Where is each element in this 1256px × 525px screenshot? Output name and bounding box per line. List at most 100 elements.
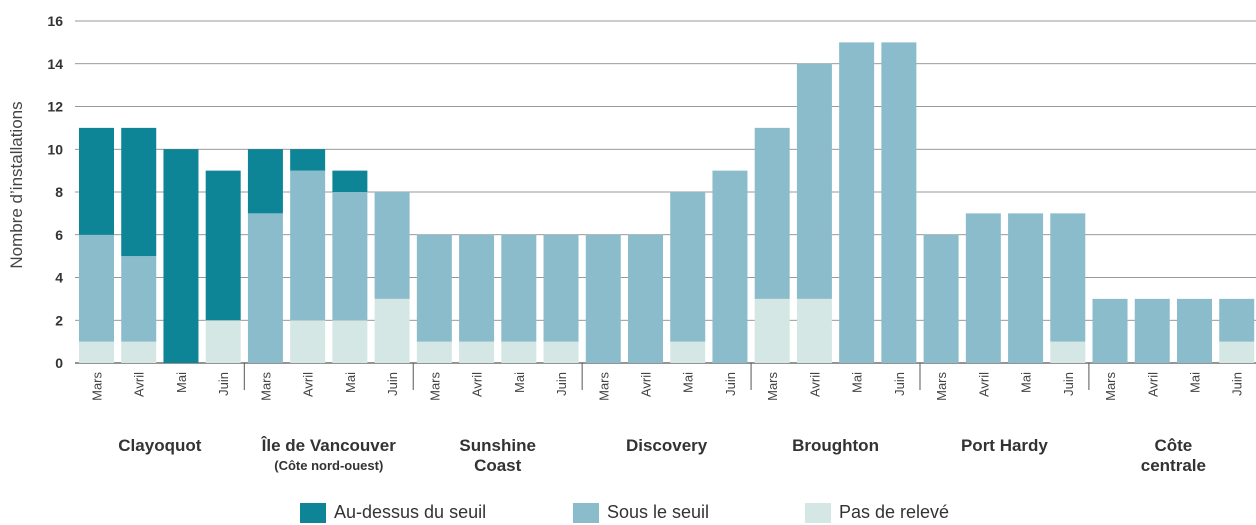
- x-tick-label: Mai: [1019, 372, 1034, 393]
- bar-segment: [712, 170, 748, 363]
- bar-segment: [205, 170, 241, 321]
- bar-segment: [796, 63, 832, 299]
- x-tick-label: Mai: [850, 372, 865, 393]
- x-tick-label: Avril: [470, 372, 485, 397]
- x-tick-label: Avril: [132, 372, 147, 397]
- x-tick-label: Juin: [1230, 372, 1245, 396]
- bar-segment: [290, 320, 326, 363]
- group-label: Côte: [1154, 436, 1192, 455]
- bar-segment: [1176, 298, 1212, 363]
- bar-segment: [374, 192, 410, 299]
- bar-segment: [290, 170, 326, 321]
- bar-segment: [79, 341, 114, 363]
- bar-segment: [1050, 213, 1086, 342]
- x-tick-label: Mai: [512, 372, 527, 393]
- bar-segment: [501, 234, 537, 342]
- x-tick-label: Mai: [1187, 372, 1202, 393]
- x-tick-label: Mars: [1103, 372, 1118, 401]
- bar-segment: [1050, 341, 1086, 363]
- group-label: Port Hardy: [961, 436, 1048, 455]
- group-sublabel: (Côte nord-ouest): [274, 458, 383, 473]
- bar-segment: [459, 234, 495, 342]
- legend-swatch-below: [573, 502, 599, 523]
- x-tick-label: Mai: [343, 372, 358, 393]
- bar-segment: [290, 149, 326, 171]
- bar-segment: [332, 320, 368, 363]
- bar-segment: [121, 127, 157, 257]
- group-label: Île de Vancouver: [261, 436, 397, 455]
- legend-label-above: Au-dessus du seuil: [334, 502, 487, 522]
- x-tick-label: Mars: [596, 372, 611, 401]
- y-tick-label: 0: [55, 355, 63, 371]
- bar-segment: [416, 234, 452, 342]
- x-tick-label: Juin: [216, 372, 231, 396]
- x-tick-label: Avril: [301, 372, 316, 397]
- bar-segment: [205, 320, 241, 363]
- legend-item-above-threshold: Au-dessus du seuil: [300, 500, 486, 525]
- y-tick-label: 10: [47, 141, 63, 157]
- stacked-bar-chart: 0 2 4 6 8 10 12 14 16 Mars Avril Mai Juin Mars Avril Ma…: [7, 13, 1256, 475]
- group-label: centrale: [1141, 456, 1206, 475]
- bar-segment: [923, 234, 959, 363]
- x-tick-label: Mars: [258, 372, 273, 401]
- bar-segment: [121, 341, 157, 363]
- x-tick-label: Avril: [1145, 372, 1160, 397]
- bar-segment: [1092, 298, 1128, 363]
- y-tick-label: 4: [55, 270, 63, 286]
- bar-segment: [374, 298, 410, 363]
- x-tick-label: Juin: [554, 372, 569, 396]
- y-tick-label: 12: [47, 99, 63, 115]
- x-tick-label: Mars: [765, 372, 780, 401]
- x-tick-label: Avril: [807, 372, 822, 397]
- bar-segment: [247, 149, 283, 214]
- group-label: Clayoquot: [118, 436, 201, 455]
- x-tick-label: Juin: [723, 372, 738, 396]
- legend-item-below-threshold: Sous le seuil: [573, 500, 709, 525]
- bar-segment: [881, 42, 917, 363]
- legend-label-below: Sous le seuil: [607, 502, 710, 522]
- legend-item-no-reading: Pas de relevé: [805, 500, 949, 525]
- legend-label-no-reading: Pas de relevé: [839, 502, 950, 522]
- y-tick-label: 2: [55, 312, 63, 328]
- x-tick-label: Juin: [385, 372, 400, 396]
- bar-segment: [332, 192, 368, 321]
- group-label: Broughton: [792, 436, 879, 455]
- bar-segment: [332, 170, 368, 192]
- bar-segment: [1008, 213, 1044, 363]
- bar-segment: [670, 192, 706, 342]
- bar-segment: [79, 234, 114, 342]
- bar-segment: [543, 341, 579, 363]
- bar-segment: [754, 127, 790, 299]
- bar-segment: [1219, 341, 1255, 363]
- bar-segment: [1219, 298, 1255, 342]
- bars: [79, 42, 1255, 363]
- bar-segment: [163, 149, 199, 363]
- y-tick-label: 6: [55, 227, 63, 243]
- y-tick-label: 16: [47, 13, 63, 29]
- bar-segment: [121, 256, 157, 342]
- bar-segment: [247, 213, 283, 363]
- x-tick-label: Mars: [427, 372, 442, 401]
- y-axis-label: Nombre d’installations: [7, 101, 26, 268]
- bar-segment: [459, 341, 495, 363]
- bar-segment: [839, 42, 875, 363]
- bar-segment: [79, 127, 114, 235]
- bar-segment: [670, 341, 706, 363]
- bar-segment: [585, 234, 621, 363]
- y-tick-label: 8: [55, 184, 63, 200]
- legend-swatch-above: [300, 502, 326, 523]
- group-label: Discovery: [626, 436, 708, 455]
- y-tick-label: 14: [47, 56, 63, 72]
- legend: Au-dessus du seuil Sous le seuil Pas de …: [0, 500, 1256, 525]
- x-tick-label: Juin: [1061, 372, 1076, 396]
- x-tick-label: Mars: [90, 372, 105, 401]
- x-tick-label: Avril: [976, 372, 991, 397]
- bar-segment: [796, 298, 832, 363]
- bar-segment: [1134, 298, 1170, 363]
- bar-segment: [416, 341, 452, 363]
- x-tick-label: Mai: [681, 372, 696, 393]
- bar-segment: [543, 234, 579, 342]
- bar-segment: [501, 341, 537, 363]
- bar-segment: [965, 213, 1001, 363]
- axes: 0 2 4 6 8 10 12 14 16 Mars Avril Mai Juin Mars Avril Ma…: [47, 13, 1244, 475]
